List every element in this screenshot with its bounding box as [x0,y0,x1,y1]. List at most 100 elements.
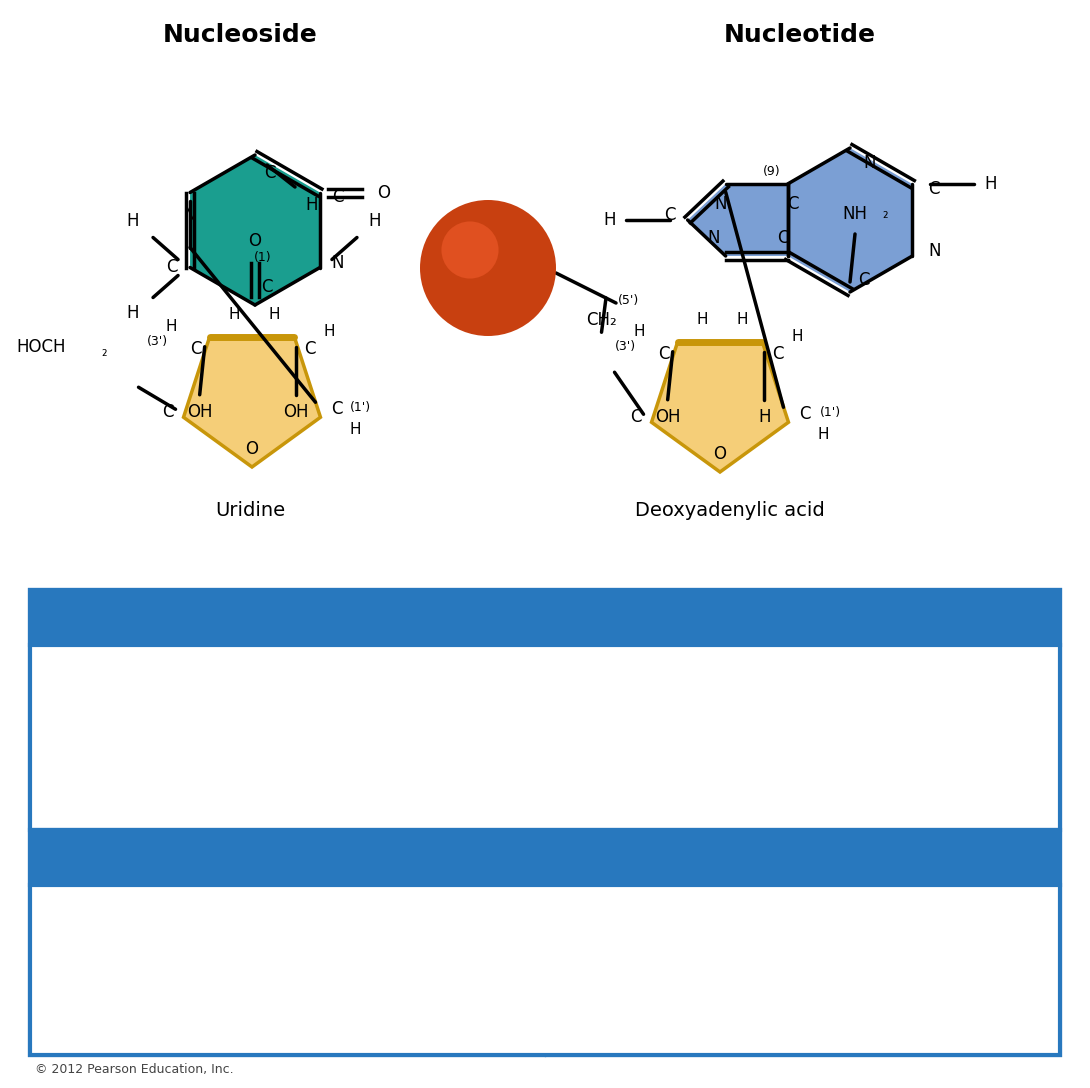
Text: P: P [481,259,495,277]
Text: O⁻: O⁻ [445,297,463,311]
Text: C: C [167,259,178,276]
Text: Deoxyadenylic acid: Deoxyadenylic acid [635,500,825,519]
Text: H: H [228,307,240,322]
Text: (1): (1) [254,251,271,264]
Text: Deoxythymidylic acid: Deoxythymidylic acid [625,1026,834,1044]
Text: C: C [264,164,276,182]
Text: Deoxycytidine: Deoxycytidine [110,945,249,964]
Polygon shape [190,154,320,305]
Text: (1'): (1') [350,400,371,413]
Bar [31,590,1059,1055]
Text: H: H [268,307,280,322]
Text: HOCH: HOCH [16,338,65,356]
Text: N: N [184,206,196,223]
Bar [31,885,1059,1055]
Text: C: C [787,195,798,213]
Text: (1'): (1') [820,406,841,419]
Text: O⁻: O⁻ [512,228,532,243]
Polygon shape [688,184,788,256]
Text: H: H [984,175,996,193]
Text: N: N [714,195,727,213]
Text: ₂: ₂ [882,207,887,221]
Text: Deoxyadenosine: Deoxyadenosine [110,905,271,925]
Text: O: O [249,232,262,250]
Text: O: O [377,184,390,201]
Text: C: C [304,339,316,358]
Text: H: H [634,324,645,339]
Text: Deoxycytidylic acid: Deoxycytidylic acid [625,945,814,964]
Text: (3'): (3') [615,341,637,354]
Text: OH: OH [283,403,310,421]
Text: (5'): (5') [618,294,639,307]
Text: Guanylic acid: Guanylic acid [625,745,756,765]
Text: (3'): (3') [147,335,168,348]
Text: (9): (9) [763,165,780,178]
Text: O: O [449,223,462,237]
Text: Deoxyribonucleosides: Deoxyribonucleosides [149,846,425,867]
Text: Deoxyguanosine: Deoxyguanosine [110,986,271,1004]
Text: C: C [858,271,870,289]
Text: H: H [126,305,140,322]
Text: O: O [245,440,258,458]
Text: Deoxyribonucleotides: Deoxyribonucleotides [666,846,940,867]
Text: H: H [368,212,381,231]
Text: H: H [758,408,771,425]
Text: O: O [511,293,524,308]
Text: O: O [714,445,727,463]
Text: ₂: ₂ [101,345,107,359]
Text: OH: OH [186,403,213,421]
Bar [31,645,1059,830]
Text: H: H [791,330,803,344]
Text: Ribonucleotides: Ribonucleotides [702,607,904,627]
Text: C: C [777,228,788,247]
Polygon shape [652,342,788,472]
Bar [31,590,1059,645]
Text: C: C [630,408,641,426]
Text: H: H [604,211,616,228]
Text: NH: NH [843,205,868,223]
Text: C: C [799,405,810,423]
Text: C: C [658,345,669,362]
Text: Ribonucleosides: Ribonucleosides [185,607,389,627]
Text: Adenosine: Adenosine [110,666,211,684]
Text: Adenylic acid: Adenylic acid [625,666,754,684]
Text: Deoxyguanylic acid: Deoxyguanylic acid [625,986,815,1004]
Polygon shape [183,337,320,467]
Text: Deoxythymidine: Deoxythymidine [110,1026,269,1044]
Bar [31,830,1059,885]
Text: H: H [166,319,178,334]
Text: H: H [350,422,361,436]
Text: Nucleotide: Nucleotide [724,23,876,47]
Text: Uridine: Uridine [110,786,180,804]
Text: Uridine: Uridine [215,500,286,519]
Text: Guanosine: Guanosine [110,745,214,765]
Text: C: C [330,400,342,418]
Text: N: N [331,254,344,272]
Text: C: C [161,404,173,421]
Text: C: C [190,339,202,358]
Text: H: H [736,312,748,327]
Text: H: H [324,324,335,339]
Text: C: C [664,206,676,224]
Text: OH: OH [655,408,680,425]
Text: Uridylic acid: Uridylic acid [625,786,746,804]
Text: Cytidylic acid: Cytidylic acid [625,705,755,725]
Circle shape [420,200,556,336]
Text: CH₂: CH₂ [586,311,617,330]
Text: © 2012 Pearson Education, Inc.: © 2012 Pearson Education, Inc. [35,1063,233,1076]
Circle shape [441,222,498,279]
Text: N: N [707,228,719,247]
Text: H: H [126,212,140,231]
Text: N: N [863,154,876,172]
Text: H: H [697,312,707,327]
Text: C: C [773,345,784,362]
Polygon shape [788,148,912,292]
Text: N: N [928,242,941,260]
Text: Nucleoside: Nucleoside [162,23,317,47]
Text: C: C [262,279,272,296]
Text: Deoxyadenylic acid: Deoxyadenylic acid [625,905,814,925]
Text: Cytidine: Cytidine [110,705,191,725]
Text: H: H [306,196,318,214]
Text: C: C [929,180,940,198]
Text: C: C [332,188,343,207]
